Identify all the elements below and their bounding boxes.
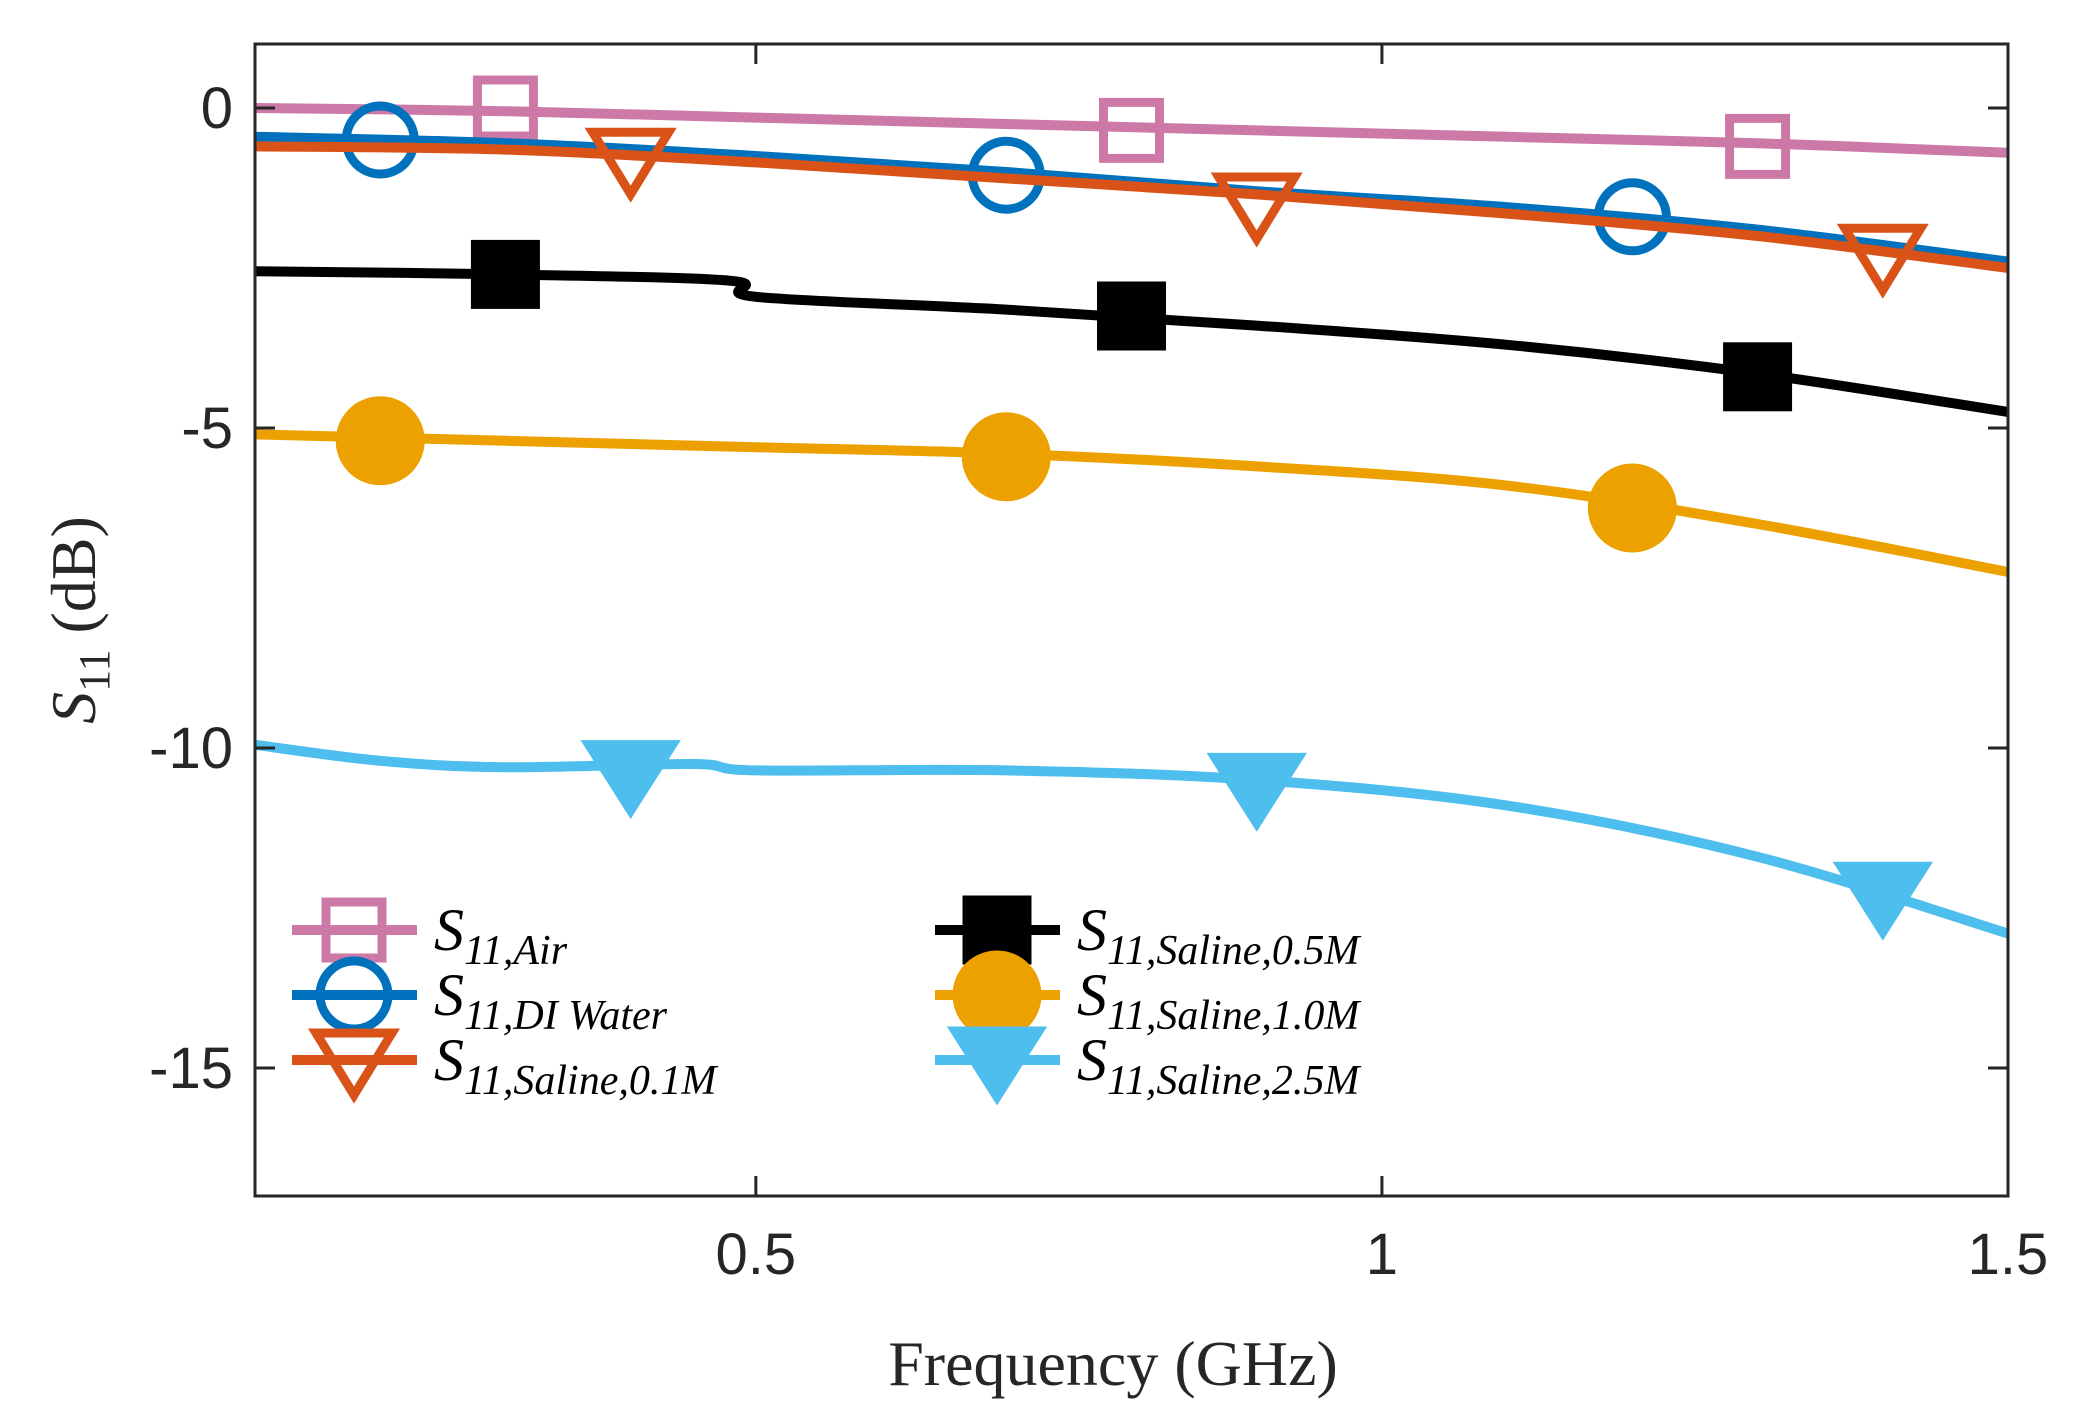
series-4-marker-1: [961, 412, 1051, 502]
y-axis-title-sub: 11: [70, 649, 119, 691]
y-axis-title-main: S: [38, 692, 109, 724]
series-2-marker-1: [1210, 172, 1303, 248]
series-2: [254, 127, 2009, 299]
legend-entry-2: S11,Saline,0.1M: [292, 1027, 718, 1104]
series-5-marker-2: [1832, 861, 1933, 941]
y-tick-label-0: 0: [201, 76, 233, 141]
legend-label-3: S11,Saline,0.5M: [1077, 897, 1361, 974]
series-5: [254, 739, 2010, 941]
series-4: [254, 396, 2009, 577]
legend-label-2: S11,Saline,0.1M: [434, 1027, 718, 1104]
legend-label-0: S11,Air: [434, 897, 568, 974]
legend-label-main-2: S: [434, 1027, 464, 1093]
series-line-2: [254, 141, 2009, 273]
legend-label-sub-3: 11,Saline,0.5M: [1107, 928, 1361, 974]
legend-label-sub-5: 11,Saline,2.5M: [1107, 1058, 1361, 1104]
series-2-marker-2: [1836, 223, 1929, 299]
x-axis-title: Frequency (GHz): [888, 1328, 1338, 1399]
legend-label-main-1: S: [434, 962, 464, 1028]
series-1-marker-0: [341, 101, 419, 179]
legend-marker-2: [307, 1028, 401, 1104]
series-layer: [254, 75, 2010, 941]
legend-label-main-0: S: [434, 897, 464, 963]
series-line-5: [254, 739, 2010, 939]
legend-entry-4: S11,Saline,1.0M: [935, 950, 1361, 1040]
series-0-marker-0: [472, 75, 538, 141]
legend-label-sub-2: 11,Saline,0.1M: [464, 1058, 718, 1104]
legend-label-sub-4: 11,Saline,1.0M: [1107, 993, 1361, 1039]
x-tick-label-1: 1: [1366, 1222, 1398, 1287]
y-tick-label-2: -10: [149, 716, 233, 781]
axes-layer: [253, 42, 2010, 1198]
series-3: [254, 239, 2009, 417]
ticks-layer: 0.5 1 1.5 0 -5 -10 -15: [149, 44, 2048, 1287]
series-line-4: [254, 429, 2009, 577]
legend-marker-5: [946, 1026, 1048, 1106]
series-3-marker-0: [470, 239, 540, 309]
series-line-3: [254, 266, 2009, 417]
legend-label-5: S11,Saline,2.5M: [1077, 1027, 1361, 1104]
legend-label-main-4: S: [1077, 962, 1107, 1028]
series-2-marker-0: [584, 127, 677, 203]
y-tick-label-1: -5: [181, 396, 233, 461]
svg-text:S11 (dB): S11 (dB): [38, 516, 119, 724]
x-tick-label-0: 0.5: [716, 1222, 797, 1287]
y-tick-label-3: -15: [149, 1036, 233, 1101]
plot-frame: [253, 42, 2010, 1198]
series-3-marker-2: [1723, 342, 1793, 412]
legend-entry-5: S11,Saline,2.5M: [935, 1026, 1361, 1106]
y-axis-title-unit: (dB): [38, 516, 109, 649]
legend-label-main-5: S: [1077, 1027, 1107, 1093]
legend-label-4: S11,Saline,1.0M: [1077, 962, 1361, 1039]
series-0-marker-1: [1099, 97, 1164, 163]
legend-marker-3: [962, 895, 1032, 965]
series-3-marker-1: [1097, 281, 1166, 351]
legend-marker-4: [952, 950, 1042, 1040]
series-0: [254, 75, 2009, 179]
series-0-marker-2: [1725, 113, 1791, 179]
legend-label-sub-0: 11,Air: [464, 928, 568, 974]
legend-label-sub-1: 11,DI Water: [464, 993, 668, 1039]
legend-entry-3: S11,Saline,0.5M: [935, 895, 1361, 974]
x-tick-label-2: 1.5: [1968, 1222, 2049, 1287]
series-4-marker-0: [335, 396, 425, 486]
legend-label-1: S11,DI Water: [434, 962, 668, 1039]
series-4-marker-2: [1587, 463, 1677, 553]
y-axis-title: S11 (dB): [38, 516, 119, 724]
series-5-marker-0: [580, 740, 681, 819]
series-5-marker-1: [1206, 752, 1307, 832]
legend-label-main-3: S: [1077, 897, 1107, 963]
